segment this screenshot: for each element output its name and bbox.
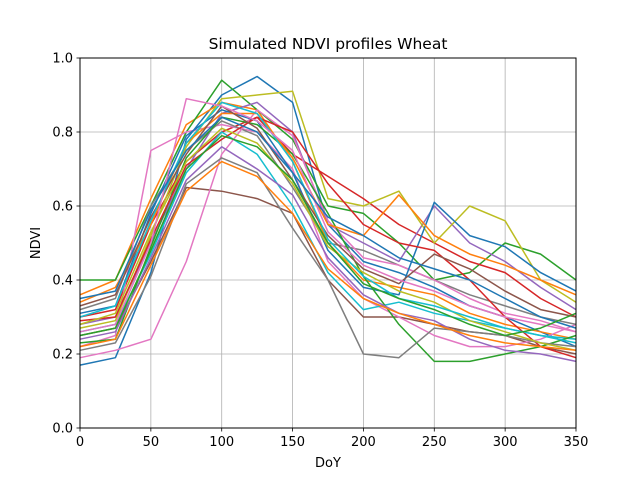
y-tick-label: 0.6 [52,200,73,215]
series-line-18 [79,157,577,359]
series-line-3 [80,79,577,281]
series-line-23 [79,134,577,337]
plot-frame [79,57,577,429]
chart-title: Simulated NDVI profiles Wheat [209,35,448,53]
series-line-12 [79,109,577,315]
x-tick-label: 0 [76,435,84,450]
y-tick-label: 0.2 [52,348,73,363]
x-tick-label: 250 [422,435,447,450]
series-line-16 [79,146,577,363]
y-axis-label: NDVI [29,227,44,259]
y-tick-label: 0.4 [52,274,73,289]
x-tick-label: 350 [564,435,589,450]
series-line-15 [79,116,577,359]
x-tick-label: 50 [143,435,160,450]
series-line-11 [79,109,577,359]
series-line-21 [79,97,577,333]
x-tick-label: 200 [351,435,376,450]
series-line-22 [79,116,577,329]
x-tick-label: 100 [209,435,234,450]
series-line-9 [79,90,577,329]
series-line-24 [79,160,577,352]
series-line-13 [79,116,577,363]
y-tick-label: 0.8 [52,126,73,141]
x-axis-ticks: 0 50 100 150 200 250 300 350 [76,428,589,450]
y-tick-label: 1.0 [52,52,73,67]
series-line-4 [79,116,577,318]
x-tick-label: 150 [280,435,305,450]
y-axis-ticks: 0.0 0.2 0.4 0.6 0.8 1.0 [52,52,80,437]
series-lines [79,75,577,366]
x-axis-label: DoY [315,456,341,471]
y-tick-label: 0.0 [52,422,73,437]
x-tick-label: 300 [493,435,518,450]
series-line-10 [79,131,577,340]
series-line-14 [79,112,577,303]
series-line-19 [79,127,577,352]
